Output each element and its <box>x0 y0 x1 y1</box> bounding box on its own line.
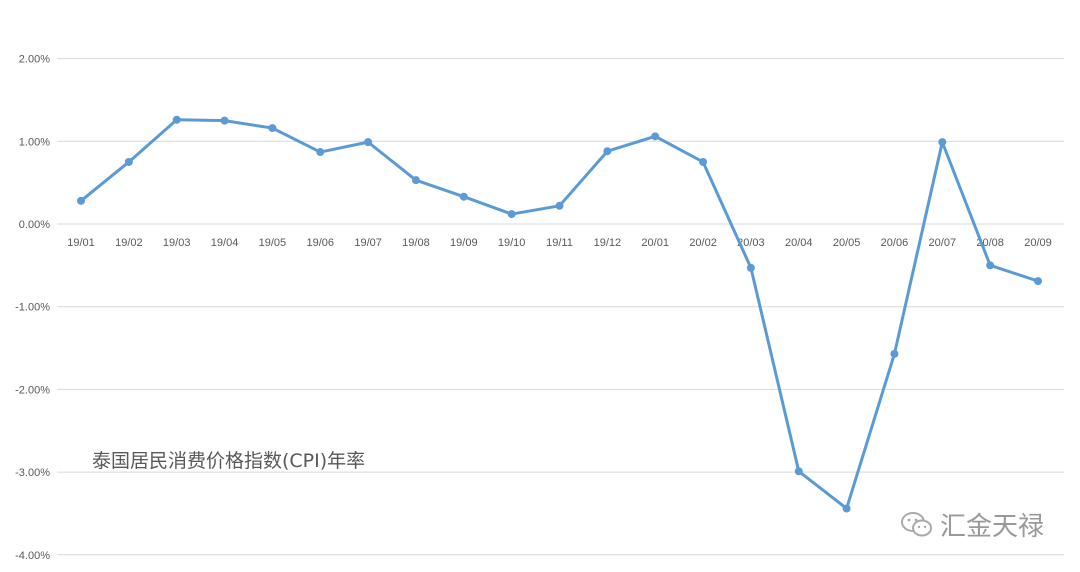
watermark: 汇金天禄 <box>900 506 1044 543</box>
y-tick-label: 0.00% <box>19 219 50 231</box>
y-tick-label: 1.00% <box>19 136 50 148</box>
data-point <box>1034 277 1042 286</box>
x-tick-label: 19/07 <box>354 237 382 249</box>
data-point <box>651 132 660 141</box>
x-tick-label: 19/03 <box>163 237 191 249</box>
wechat-icon <box>901 511 932 536</box>
data-point <box>699 157 708 166</box>
data-point <box>124 157 133 166</box>
data-point <box>411 176 420 185</box>
data-point <box>459 192 468 201</box>
data-point <box>555 201 564 210</box>
data-point <box>986 261 995 270</box>
x-tick-label: 19/06 <box>306 237 334 249</box>
data-point <box>172 115 181 124</box>
x-tick-label: 20/02 <box>689 237 717 249</box>
x-tick-label: 19/10 <box>498 237 526 249</box>
y-tick-label: -2.00% <box>15 384 50 396</box>
data-point <box>890 349 899 358</box>
x-tick-label: 20/04 <box>785 237 813 249</box>
y-tick-label: -4.00% <box>15 550 50 562</box>
watermark-text: 汇金天禄 <box>940 512 1045 542</box>
x-tick-label: 19/11 <box>546 237 573 249</box>
data-point <box>220 116 229 125</box>
chart-title: 泰国居民消费价格指数(CPI)年率 <box>92 450 366 472</box>
y-tick-label: 2.00% <box>19 54 50 66</box>
data-point <box>268 124 277 133</box>
y-tick-label: -3.00% <box>15 467 50 479</box>
data-point <box>316 148 325 157</box>
x-tick-label: 19/02 <box>115 237 143 249</box>
data-point <box>794 467 803 476</box>
x-tick-label: 20/06 <box>881 237 909 249</box>
x-tick-label: 20/05 <box>833 237 861 249</box>
data-point <box>938 138 947 147</box>
data-point <box>77 196 85 205</box>
data-point <box>746 263 755 272</box>
x-tick-label: 19/04 <box>211 237 239 249</box>
x-tick-label: 19/12 <box>594 237 622 249</box>
data-point <box>603 147 612 156</box>
data-point <box>364 138 373 147</box>
x-tick-label: 19/08 <box>402 237 430 249</box>
x-tick-label: 20/09 <box>1024 237 1052 249</box>
x-tick-label: 19/09 <box>450 237 478 249</box>
x-tick-label: 19/01 <box>67 237 95 249</box>
x-tick-label: 19/05 <box>259 237 287 249</box>
data-point <box>842 504 851 513</box>
y-tick-label: -1.00% <box>15 302 50 314</box>
x-tick-label: 20/07 <box>929 237 957 249</box>
data-point <box>507 210 516 219</box>
x-tick-label: 20/03 <box>737 237 765 249</box>
x-tick-label: 20/01 <box>641 237 669 249</box>
